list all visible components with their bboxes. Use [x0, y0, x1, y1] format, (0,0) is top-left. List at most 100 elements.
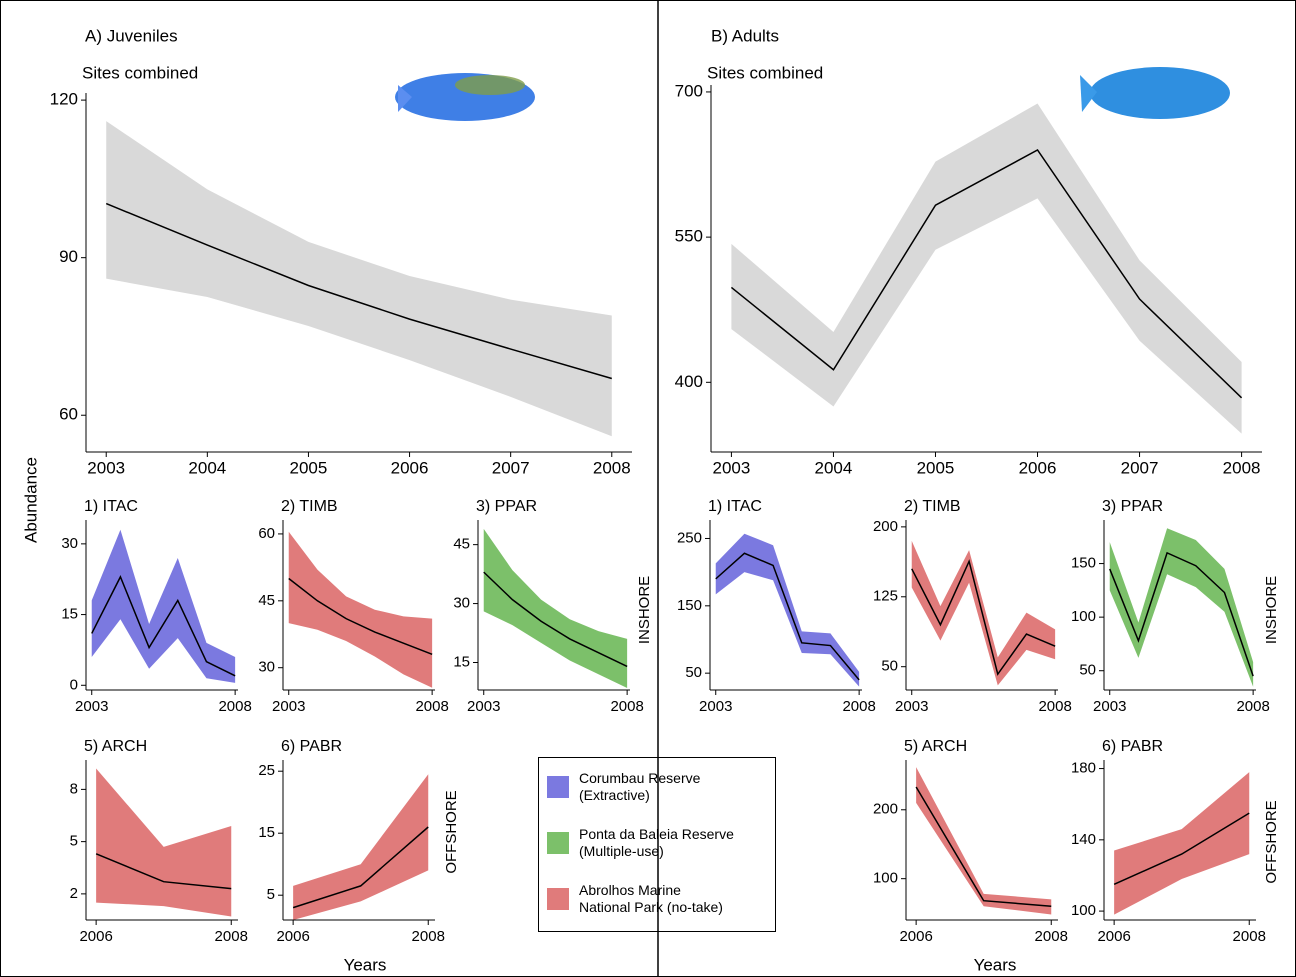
confidence-band — [106, 121, 612, 436]
y-axis-label: Abundance — [21, 457, 40, 543]
confidence-band — [92, 530, 235, 683]
y-tick-label: 200 — [873, 518, 898, 535]
confidence-band — [293, 774, 428, 920]
legend-entry: Ponta da Baleia Reserve (Multiple-use) — [547, 826, 734, 860]
confidence-band — [912, 541, 1055, 685]
x-tick-label: 2003 — [87, 458, 125, 477]
y-tick-label: 700 — [675, 81, 703, 100]
x-tick-label: 2003 — [1093, 698, 1126, 715]
x-tick-label: 2005 — [290, 458, 328, 477]
y-tick-label: 100 — [1071, 608, 1096, 625]
x-tick-label: 2008 — [1035, 928, 1068, 945]
x-tick-label: 2008 — [1236, 698, 1269, 715]
chart-title: 1) ITAC — [84, 498, 138, 515]
x-tick-label: 2008 — [610, 698, 643, 715]
x-tick-label: 2007 — [1121, 458, 1159, 477]
y-tick-label: 150 — [1071, 555, 1096, 572]
confidence-band — [1114, 772, 1249, 915]
y-tick-label: 45 — [258, 592, 275, 609]
x-tick-label: 2008 — [412, 928, 445, 945]
chart-title: 6) PABR — [281, 738, 342, 755]
x-tick-label: 2004 — [188, 458, 226, 477]
x-axis-label: Years — [974, 955, 1017, 974]
x-tick-label: 2003 — [467, 698, 500, 715]
legend-swatch — [547, 832, 569, 854]
x-tick-label: 2008 — [842, 698, 875, 715]
panel-label: B) Adults — [711, 26, 779, 45]
x-tick-label: 2008 — [1223, 458, 1261, 477]
y-tick-label: 550 — [675, 227, 703, 246]
y-tick-label: 50 — [685, 664, 702, 681]
y-tick-label: 30 — [453, 595, 470, 612]
chart-title: 2) TIMB — [281, 498, 338, 515]
legend-label: Ponta da Baleia Reserve (Multiple-use) — [579, 826, 734, 860]
chart-title: 2) TIMB — [904, 498, 961, 515]
y-tick-label: 50 — [1079, 662, 1096, 679]
y-tick-label: 400 — [675, 372, 703, 391]
y-tick-label: 100 — [1071, 902, 1096, 919]
panel-label: A) Juveniles — [85, 26, 178, 45]
legend-entry: Corumbau Reserve (Extractive) — [547, 770, 700, 804]
y-tick-label: 180 — [1071, 760, 1096, 777]
row-label: INSHORE — [1263, 576, 1280, 644]
x-tick-label: 2003 — [895, 698, 928, 715]
chart-title: 3) PPAR — [476, 498, 537, 515]
confidence-band — [916, 767, 1051, 914]
x-tick-label: 2003 — [699, 698, 732, 715]
chart-title: 6) PABR — [1102, 738, 1163, 755]
y-tick-label: 60 — [258, 525, 275, 542]
x-tick-label: 2008 — [1233, 928, 1266, 945]
x-axis-label: Years — [344, 955, 387, 974]
figure: A) Juveniles B) Adults Abundance Years Y… — [0, 0, 1296, 977]
x-tick-label: 2003 — [272, 698, 305, 715]
confidence-band — [484, 529, 627, 688]
x-tick-label: 2003 — [712, 458, 750, 477]
y-tick-label: 5 — [70, 833, 78, 850]
confidence-band — [1110, 528, 1253, 687]
x-tick-label: 2008 — [215, 928, 248, 945]
y-tick-label: 60 — [59, 405, 78, 424]
confidence-band — [716, 534, 859, 687]
fish-adult — [1080, 67, 1230, 119]
legend-label: Corumbau Reserve (Extractive) — [579, 770, 700, 804]
chart-title: 5) ARCH — [904, 738, 967, 755]
y-tick-label: 120 — [50, 90, 78, 109]
y-tick-label: 30 — [61, 535, 78, 552]
y-tick-label: 30 — [258, 659, 275, 676]
legend-swatch — [547, 776, 569, 798]
confidence-band — [731, 104, 1241, 434]
legend-swatch — [547, 888, 569, 910]
x-tick-label: 2004 — [815, 458, 853, 477]
y-tick-label: 5 — [267, 886, 275, 903]
x-tick-label: 2008 — [1038, 698, 1071, 715]
fish-juvenile — [395, 73, 535, 121]
x-tick-label: 2008 — [593, 458, 631, 477]
x-tick-label: 2006 — [1097, 928, 1130, 945]
y-tick-label: 250 — [677, 529, 702, 546]
chart-title: 5) ARCH — [84, 738, 147, 755]
x-tick-label: 2003 — [75, 698, 108, 715]
x-tick-label: 2006 — [79, 928, 112, 945]
x-tick-label: 2006 — [1019, 458, 1057, 477]
chart-title: 1) ITAC — [708, 498, 762, 515]
y-tick-label: 125 — [873, 588, 898, 605]
y-tick-label: 25 — [258, 762, 275, 779]
y-tick-label: 140 — [1071, 831, 1096, 848]
legend-entry: Abrolhos Marine National Park (no-take) — [547, 882, 723, 916]
y-tick-label: 15 — [258, 824, 275, 841]
y-tick-label: 8 — [70, 780, 78, 797]
chart-title: 3) PPAR — [1102, 498, 1163, 515]
y-tick-label: 50 — [881, 658, 898, 675]
x-tick-label: 2007 — [492, 458, 530, 477]
y-tick-label: 200 — [873, 801, 898, 818]
trend-line — [916, 787, 1051, 906]
y-tick-label: 15 — [61, 606, 78, 623]
x-tick-label: 2006 — [899, 928, 932, 945]
row-label: OFFSHORE — [443, 790, 460, 873]
y-tick-label: 100 — [873, 870, 898, 887]
x-tick-label: 2008 — [218, 698, 251, 715]
y-tick-label: 90 — [59, 247, 78, 266]
legend: Corumbau Reserve (Extractive) Ponta da Ba… — [538, 757, 776, 932]
confidence-band — [96, 768, 231, 916]
x-tick-label: 2005 — [917, 458, 955, 477]
